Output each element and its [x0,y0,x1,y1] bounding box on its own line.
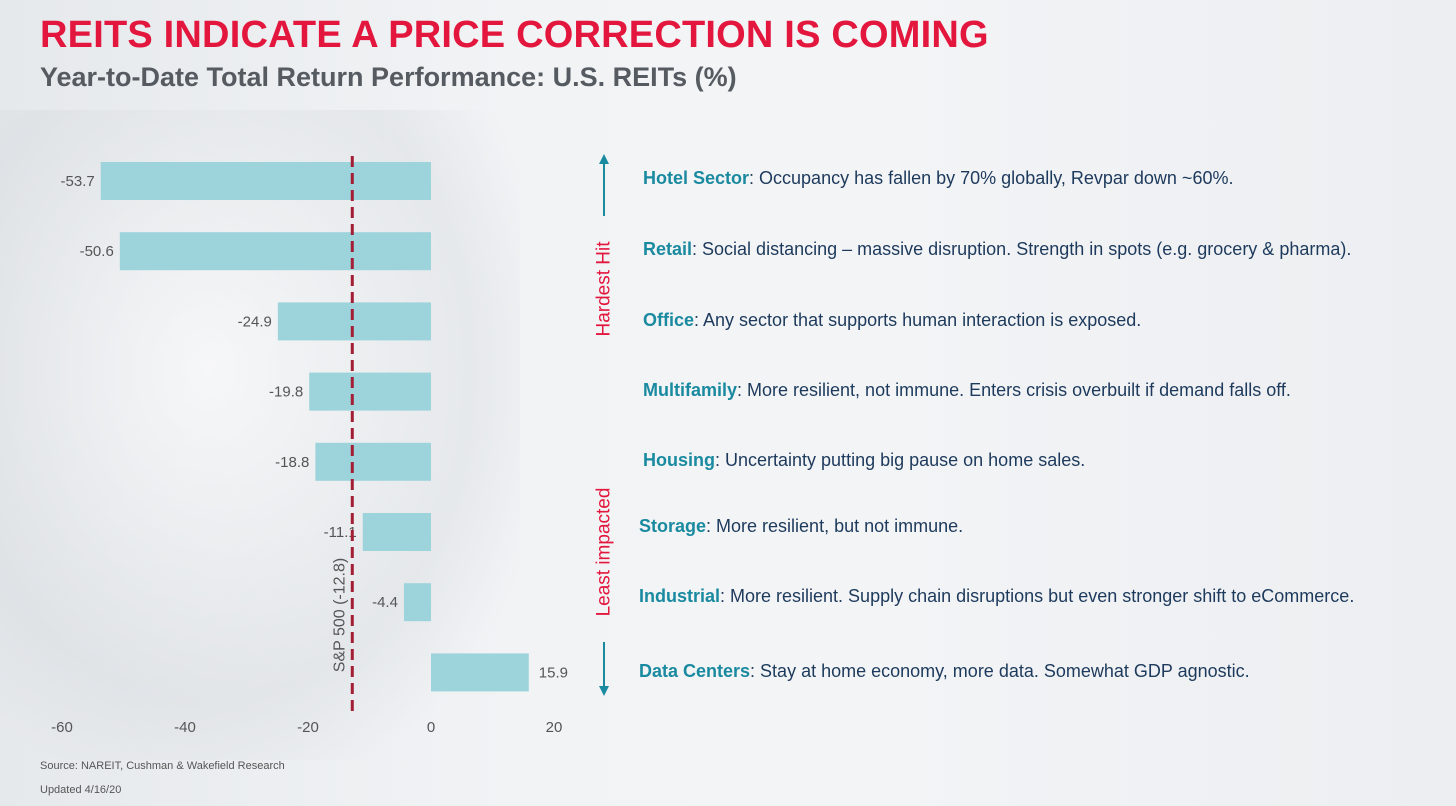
bar-data-centers [431,653,529,692]
bar-chart: -53.7 -50.6 -24.9 -19.8 -18.8 -11.1 -4.4 15.9 -… [51,156,568,736]
bar-value-label: -19.8 [269,384,303,401]
arrow-up-icon [599,154,609,164]
bar-value-label: -50.6 [80,243,114,260]
bar-value-label: -11.1 [324,524,357,541]
bar-industrial [403,583,431,622]
bar-hotel-sector [100,162,432,200]
page-subtitle: Year-to-Date Total Return Performance: U… [40,62,737,92]
hardest-hit-label: Hardest Hit [593,241,615,337]
bar-value-label: -24.9 [238,313,272,330]
x-tick-label: -40 [174,719,196,736]
bars-group [100,162,529,692]
bar-office [277,302,431,341]
bar-value-label: -4.4 [372,594,398,611]
x-ticks-group: -60 -40 -20 0 20 [51,719,562,736]
x-tick-label: -20 [297,719,319,736]
x-tick-label: 0 [427,719,435,736]
x-tick-label: 20 [546,719,563,736]
x-tick-label: -60 [51,719,73,736]
source-note: Source: NAREIT, Cushman & Wakefield Rese… [40,760,285,772]
arrow-down-line [603,642,605,686]
sector-office: Office: Any sector that supports human i… [643,310,1142,330]
bar-value-label: -53.7 [61,173,95,190]
bar-multifamily [309,372,431,411]
sector-housing: Housing: Uncertainty putting big pause o… [643,450,1086,470]
least-impacted-label: Least impacted [592,487,614,617]
sector-retail: Retail: Social distancing – massive disr… [643,239,1352,259]
bar-value-label: -18.8 [275,454,309,471]
sp500-reference-label: S&P 500 (-12.8) [331,558,348,672]
sector-data-centers: Data Centers: Stay at home economy, more… [639,661,1250,681]
updated-note: Updated 4/16/20 [40,784,122,796]
sector-multifamily: Multifamily: More resilient, not immune.… [643,380,1291,400]
page-title: REITS INDICATE A PRICE CORRECTION IS COM… [40,14,989,56]
arrow-down-icon [599,686,609,696]
bar-value-label: 15.9 [539,664,568,681]
sector-hotel: Hotel Sector: Occupancy has fallen by 70… [643,168,1234,188]
bar-housing [315,442,431,481]
bar-retail [119,232,431,271]
bar-storage [362,513,431,551]
sector-storage: Storage: More resilient, but not immune. [639,516,964,536]
arrow-up-line [603,164,605,216]
bar-labels-group: -53.7 -50.6 -24.9 -19.8 -18.8 -11.1 -4.4 15.9 [61,173,568,681]
sector-industrial: Industrial: More resilient. Supply chain… [639,586,1355,606]
